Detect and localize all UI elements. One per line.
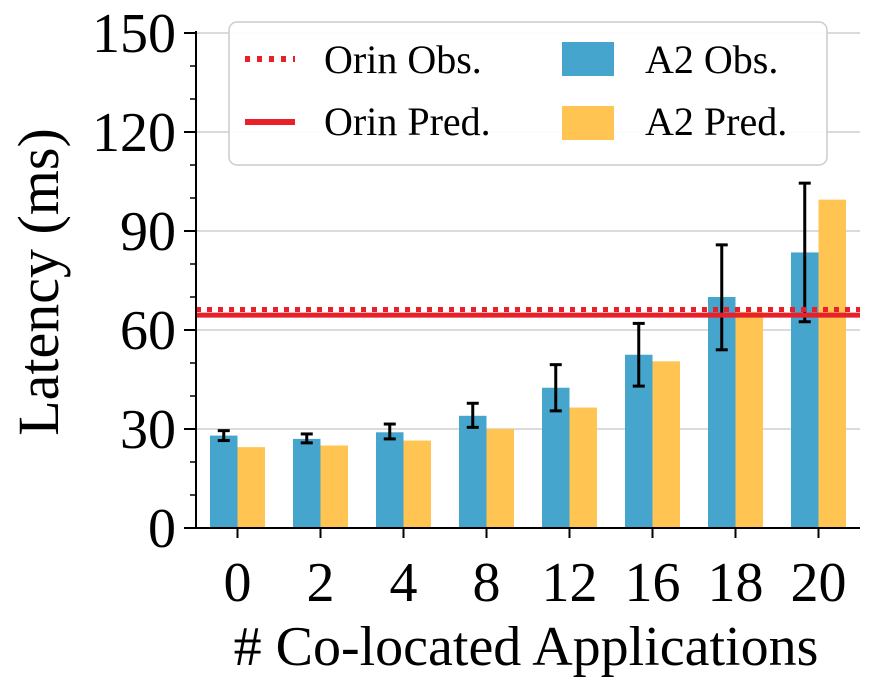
x-ticks: 0 2 4 8 12 16 18 20: [224, 528, 847, 614]
y-tick-label-90: 90: [120, 201, 176, 263]
bars: [210, 199, 846, 528]
legend: Orin Obs. Orin Pred. A2 Obs. A2 Pred.: [228, 21, 828, 166]
reference-lines: [196, 307, 860, 318]
bar-a2-pred-8: [486, 429, 514, 528]
y-tick-label-30: 30: [120, 399, 176, 461]
bar-a2-pred-20: [818, 199, 846, 528]
bar-a2-pred-12: [569, 407, 597, 528]
bar-a2-pred-4: [403, 440, 431, 528]
y-axis-label: Latency (ms): [6, 128, 71, 436]
x-tick-label-2: 2: [307, 552, 335, 614]
x-tick-label-4: 4: [390, 552, 418, 614]
bar-a2-obs-0: [210, 435, 238, 528]
legend-swatch-a2-obs: [562, 42, 614, 76]
y-tick-label-120: 120: [92, 102, 176, 164]
legend-box: [228, 21, 828, 166]
legend-label-a2-obs: A2 Obs.: [645, 37, 778, 82]
x-tick-label-0: 0: [224, 552, 252, 614]
y-ticks: 0 30 60 90 120 150: [92, 3, 196, 560]
bar-a2-pred-16: [652, 361, 680, 528]
x-tick-label-12: 12: [542, 552, 598, 614]
bar-a2-pred-0: [237, 447, 265, 528]
bar-a2-obs-4: [376, 432, 404, 528]
bar-a2-pred-2: [320, 445, 348, 528]
bar-a2-obs-2: [293, 438, 321, 528]
legend-label-orin-pred: Orin Pred.: [324, 99, 491, 144]
legend-label-orin-obs: Orin Obs.: [324, 37, 482, 82]
x-tick-label-20: 20: [791, 552, 847, 614]
bar-a2-obs-8: [459, 415, 487, 528]
x-tick-label-16: 16: [625, 552, 681, 614]
y-tick-label-0: 0: [148, 498, 176, 560]
x-tick-label-18: 18: [708, 552, 764, 614]
y-tick-label-60: 60: [120, 300, 176, 362]
y-tick-label-150: 150: [92, 3, 176, 65]
error-bars: [217, 181, 811, 445]
bar-a2-pred-18: [735, 311, 763, 528]
x-axis-label: # Co-located Applications: [234, 616, 819, 678]
legend-swatch-a2-pred: [562, 106, 614, 140]
legend-label-a2-pred: A2 Pred.: [645, 99, 787, 144]
axes: [195, 31, 860, 529]
x-tick-label-8: 8: [473, 552, 501, 614]
